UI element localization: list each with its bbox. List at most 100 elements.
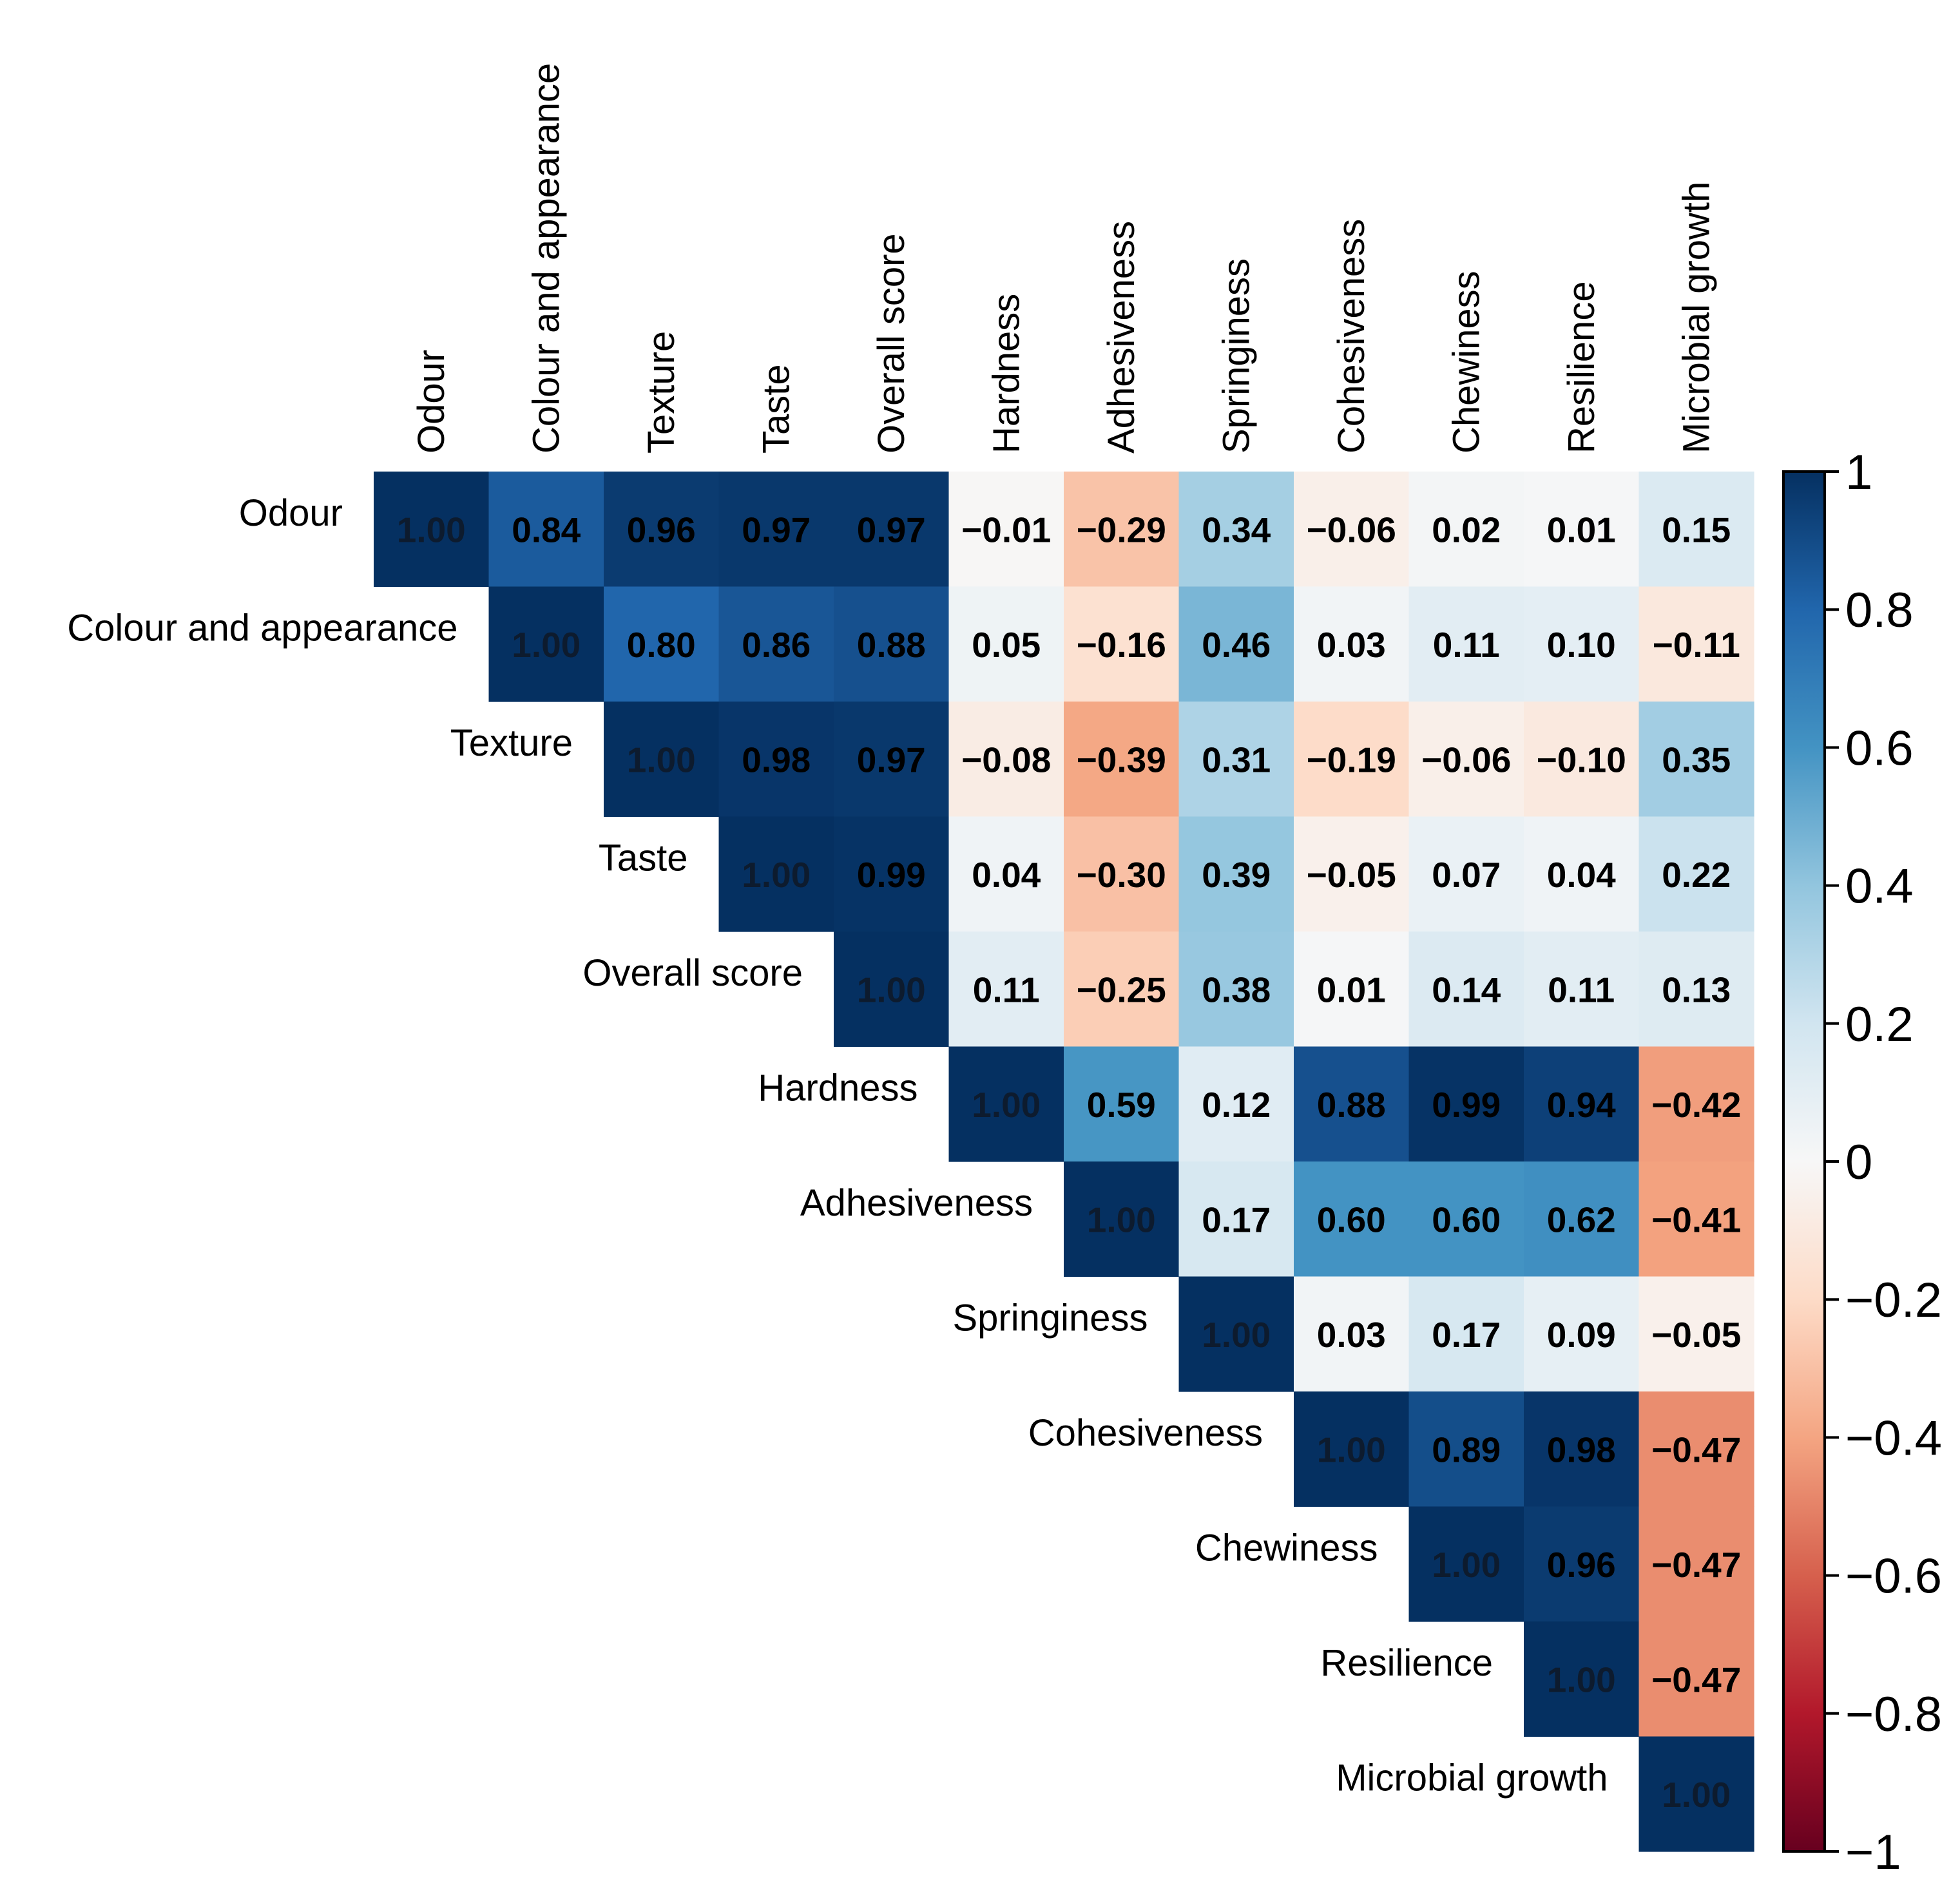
- cell-value-label: 0.03: [1317, 1315, 1386, 1355]
- heatmap-cell: [604, 702, 720, 817]
- cell-value-label: 1.00: [1202, 1315, 1271, 1355]
- cell-value-label: −0.05: [1307, 855, 1396, 895]
- cell-value-label: 0.62: [1547, 1200, 1616, 1239]
- heatmap-cell: [948, 472, 1064, 588]
- col-label-odour: Odour: [410, 350, 452, 454]
- heatmap-cell: [1524, 1391, 1640, 1507]
- cell-value-label: 0.12: [1202, 1085, 1271, 1125]
- heatmap-cell: [1064, 586, 1180, 702]
- cell-value-label: 0.89: [1432, 1429, 1501, 1469]
- colorbar: 1 0.8 0.6 0.4 0.2 0 −0.2 −0.4 −0.6 −0.8 −1: [1782, 445, 1942, 1880]
- cell-value-label: −0.06: [1307, 510, 1396, 550]
- row-label-springiness: Springiness: [952, 1297, 1148, 1339]
- heatmap-cell: [718, 586, 834, 702]
- heatmap-cell: [1638, 1736, 1754, 1852]
- colorbar-tick-label: −1: [1845, 1825, 1901, 1880]
- heatmap-cells: 1.00 0.84 0.96 0.97 0.97 −0.01 −0.29 0.34 −0.06 0…: [374, 472, 1754, 1852]
- heatmap-cell: [1178, 586, 1294, 702]
- heatmap-cell: [488, 586, 604, 702]
- colorbar-tick-label: −0.2: [1845, 1273, 1942, 1328]
- cell-value-label: 0.46: [1202, 625, 1271, 665]
- heatmap-cell: [1638, 1276, 1754, 1392]
- cell-value-label: −0.19: [1307, 740, 1396, 779]
- heatmap-cell: [1178, 1046, 1294, 1162]
- cell-value-label: 0.34: [1202, 510, 1271, 550]
- heatmap-cell: [1524, 1621, 1640, 1737]
- cell-value-label: 1.00: [1087, 1200, 1156, 1239]
- heatmap-cell: [1638, 702, 1754, 817]
- cell-value-label: 0.96: [1547, 1545, 1616, 1585]
- heatmap-cell: [948, 932, 1064, 1047]
- cell-value-label: 0.09: [1547, 1315, 1616, 1355]
- heatmap-cell: [604, 472, 720, 588]
- col-label-microbial-growth: Microbial growth: [1675, 182, 1717, 454]
- cell-value-label: 0.97: [742, 510, 811, 550]
- heatmap-cell: [1064, 702, 1180, 817]
- cell-value-label: 0.13: [1662, 970, 1731, 1009]
- heatmap-cell: [604, 586, 720, 702]
- cell-value-label: 0.22: [1662, 855, 1731, 895]
- colorbar-tick-label: −0.4: [1845, 1411, 1942, 1466]
- row-label-texture: Texture: [450, 722, 573, 764]
- heatmap-cell: [1524, 1506, 1640, 1622]
- cell-value-label: 0.07: [1432, 855, 1501, 895]
- heatmap-cell: [718, 472, 834, 588]
- colorbar-tick-label: −0.8: [1845, 1687, 1942, 1742]
- cell-value-label: 1.00: [627, 740, 696, 779]
- cell-value-label: 0.97: [857, 740, 926, 779]
- heatmap-cell: [1408, 1046, 1524, 1162]
- heatmap-cell: [1178, 1161, 1294, 1277]
- heatmap-cell: [1524, 586, 1640, 702]
- cell-value-label: −0.25: [1077, 970, 1166, 1009]
- heatmap-cell: [1408, 1161, 1524, 1277]
- heatmap-cell: [948, 1046, 1064, 1162]
- heatmap-cell: [1524, 472, 1640, 588]
- cell-value-label: −0.29: [1077, 510, 1166, 550]
- cell-value-label: 0.05: [972, 625, 1041, 665]
- col-label-cohesiveness: Cohesiveness: [1331, 219, 1372, 454]
- heatmap-cell: [1524, 1046, 1640, 1162]
- cell-value-label: −0.05: [1651, 1315, 1741, 1355]
- heatmap-cell: [1408, 472, 1524, 588]
- heatmap-cell: [834, 932, 950, 1047]
- heatmap-cell: [1294, 1391, 1410, 1507]
- cell-value-label: −0.42: [1651, 1085, 1741, 1125]
- row-label-microbial-growth: Microbial growth: [1336, 1757, 1608, 1799]
- colorbar-tick-label: 1: [1845, 445, 1872, 500]
- heatmap-cell: [948, 586, 1064, 702]
- cell-value-label: −0.47: [1651, 1429, 1741, 1469]
- heatmap-cell: [1638, 816, 1754, 932]
- heatmap-cell: [1178, 472, 1294, 588]
- heatmap-cell: [1408, 1391, 1524, 1507]
- row-label-odour: Odour: [239, 492, 343, 534]
- heatmap-cell: [1178, 1276, 1294, 1392]
- cell-value-label: 0.11: [1548, 970, 1615, 1009]
- colorbar-tick-label: 0.8: [1845, 583, 1914, 638]
- cell-value-label: 0.35: [1662, 740, 1731, 779]
- heatmap-cell: [1408, 702, 1524, 817]
- heatmap-cell: [1524, 702, 1640, 817]
- heatmap-cell: [1524, 1276, 1640, 1392]
- heatmap-cell: [1408, 586, 1524, 702]
- cell-value-label: 0.59: [1087, 1085, 1156, 1125]
- cell-value-label: 0.80: [627, 625, 696, 665]
- cell-value-label: 0.11: [1433, 625, 1500, 665]
- row-label-hardness: Hardness: [758, 1067, 918, 1109]
- heatmap-cell: [1524, 816, 1640, 932]
- heatmap-cell: [488, 472, 604, 588]
- cell-value-label: 0.99: [1432, 1085, 1501, 1125]
- cell-value-label: 1.00: [742, 855, 811, 895]
- heatmap-cell: [1178, 702, 1294, 817]
- cell-value-label: 1.00: [857, 970, 926, 1009]
- heatmap-cell: [1294, 472, 1410, 588]
- cell-value-label: 0.31: [1202, 740, 1271, 779]
- cell-value-label: 0.86: [742, 625, 811, 665]
- heatmap-cell: [1638, 1391, 1754, 1507]
- cell-value-label: 0.99: [857, 855, 926, 895]
- cell-value-label: 1.00: [1662, 1775, 1731, 1815]
- cell-value-label: 0.02: [1432, 510, 1501, 550]
- colorbar-tick-label: 0.4: [1845, 859, 1914, 914]
- heatmap-cell: [948, 702, 1064, 817]
- heatmap-cell: [1638, 1506, 1754, 1622]
